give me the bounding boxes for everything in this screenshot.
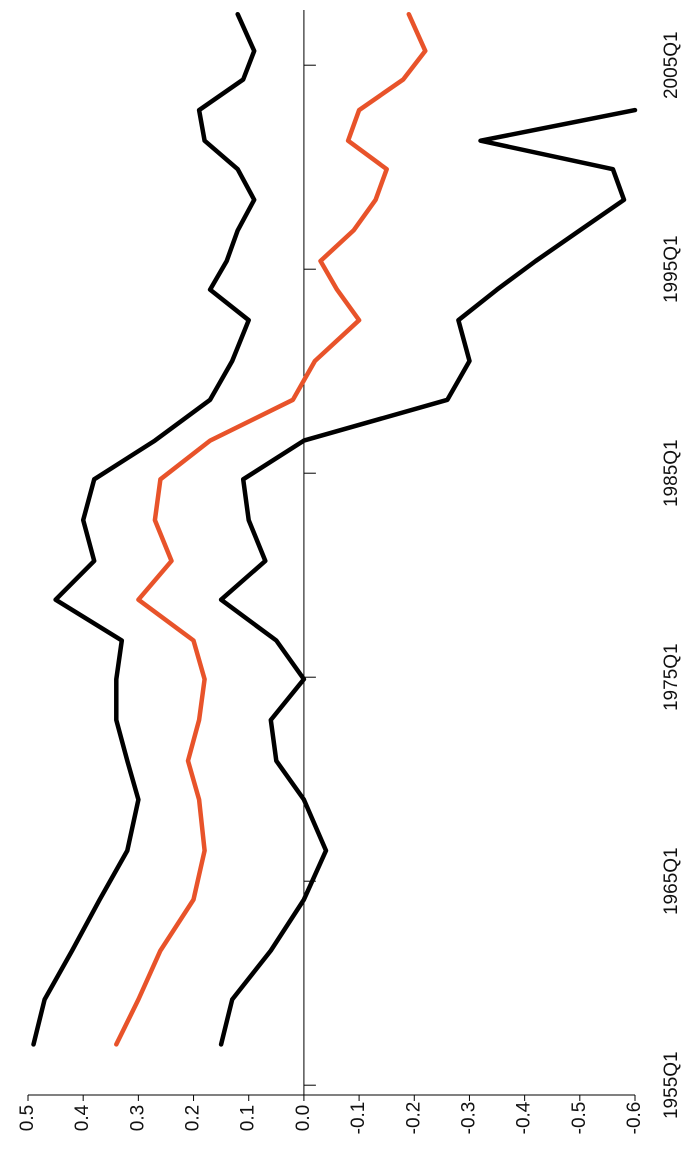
x-tick-label: 1985Q1 bbox=[661, 439, 682, 507]
y-tick-label: 0.3 bbox=[127, 1105, 148, 1131]
y-tick-label: -0.2 bbox=[403, 1102, 424, 1135]
x-tick-label: 1965Q1 bbox=[661, 847, 682, 915]
y-tick-label: -0.4 bbox=[514, 1101, 535, 1134]
y-tick-label: -0.3 bbox=[458, 1102, 479, 1135]
series-line bbox=[218, 107, 638, 1047]
x-tick-label: 1975Q1 bbox=[661, 643, 682, 711]
y-tick-label: -0.5 bbox=[569, 1102, 590, 1135]
series-line bbox=[31, 11, 257, 1047]
x-tick-label: 1995Q1 bbox=[661, 235, 682, 303]
series-line bbox=[114, 11, 428, 1047]
y-tick-label: 0.4 bbox=[72, 1104, 93, 1131]
y-tick-label: 0.2 bbox=[183, 1105, 204, 1131]
y-tick-label: 0.1 bbox=[238, 1105, 259, 1131]
y-tick-label: -0.1 bbox=[348, 1102, 369, 1135]
y-tick-label: 0.0 bbox=[293, 1105, 314, 1131]
y-tick-label: -0.6 bbox=[624, 1102, 645, 1135]
x-tick-label: 2005Q1 bbox=[661, 31, 682, 99]
x-tick-label: 1955Q1 bbox=[661, 1051, 682, 1119]
y-tick-label: 0.5 bbox=[17, 1105, 38, 1131]
